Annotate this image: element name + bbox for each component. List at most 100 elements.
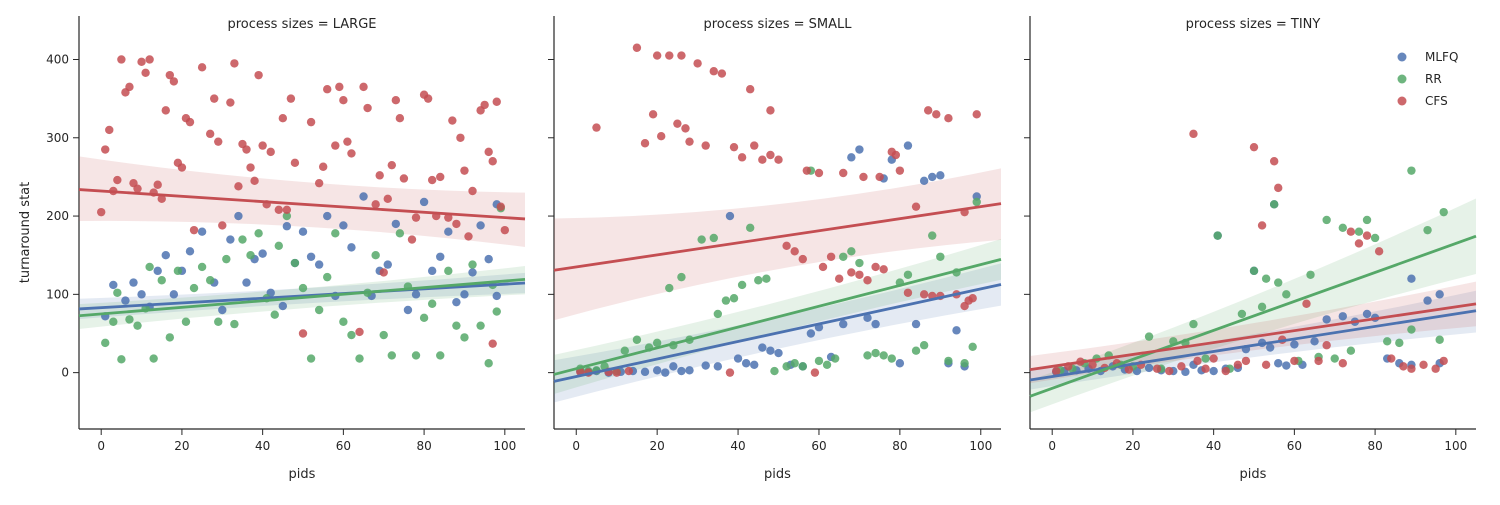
point-cfs: [355, 327, 364, 337]
x-tick-label: 0: [1048, 439, 1056, 453]
point-cfs: [113, 175, 122, 185]
point-rr: [1322, 215, 1331, 225]
point-cfs: [452, 219, 461, 229]
point-mlfq: [109, 280, 118, 290]
point-cfs: [1261, 360, 1271, 370]
x-tick-label: 40: [730, 439, 745, 453]
point-cfs: [448, 116, 457, 125]
point-cfs: [210, 94, 219, 103]
point-cfs: [640, 139, 650, 148]
point-cfs: [592, 123, 601, 132]
point-mlfq: [484, 254, 493, 264]
point-mlfq: [169, 290, 179, 299]
x-tick-label: 20: [1125, 439, 1140, 453]
point-rr: [270, 310, 279, 319]
point-cfs: [258, 141, 267, 150]
point-rr: [1362, 215, 1372, 225]
x-tick-label: 40: [1206, 439, 1221, 453]
x-tick-label: 100: [969, 439, 992, 453]
point-cfs: [782, 241, 791, 251]
point-cfs: [758, 155, 767, 164]
point-cfs: [464, 232, 473, 241]
point-rr: [113, 288, 122, 297]
point-mlfq: [895, 359, 905, 368]
point-mlfq: [129, 278, 138, 287]
point-cfs: [814, 168, 824, 178]
point-rr: [665, 283, 674, 293]
point-rr: [468, 260, 477, 269]
point-cfs: [411, 213, 421, 222]
point-cfs: [444, 213, 453, 222]
point-rr: [887, 354, 896, 363]
point-cfs: [1052, 366, 1061, 376]
point-rr: [133, 321, 142, 330]
legend-label-rr: RR: [1425, 72, 1442, 86]
point-rr: [1249, 266, 1259, 276]
point-rr: [323, 272, 332, 282]
point-mlfq: [741, 359, 751, 368]
point-rr: [436, 351, 445, 360]
x-tick-label: 100: [493, 439, 516, 453]
point-rr: [331, 229, 340, 238]
point-cfs: [1439, 356, 1448, 366]
point-cfs: [387, 160, 397, 170]
point-cfs: [318, 162, 328, 171]
point-mlfq: [314, 260, 324, 269]
point-cfs: [331, 141, 340, 150]
point-rr: [484, 359, 493, 368]
regression-line-mlfq: [78, 281, 526, 311]
point-rr: [972, 197, 981, 207]
y-axis-label: turnaround stat: [18, 182, 33, 283]
point-rr: [1439, 207, 1448, 217]
regression-line-rr: [1029, 234, 1477, 398]
point-mlfq: [806, 329, 816, 338]
point-rr: [197, 262, 207, 272]
point-rr: [214, 317, 223, 326]
point-cfs: [717, 69, 727, 78]
point-cfs: [923, 106, 933, 115]
point-cfs: [427, 175, 437, 185]
point-rr: [1407, 166, 1416, 175]
x-tick-label: 60: [1287, 439, 1302, 453]
point-rr: [1338, 223, 1348, 233]
point-rr: [1269, 200, 1279, 209]
point-cfs: [1165, 366, 1174, 376]
point-cfs: [137, 57, 146, 67]
point-mlfq: [713, 362, 723, 371]
point-cfs: [484, 147, 493, 157]
point-cfs: [306, 117, 316, 127]
point-mlfq: [452, 297, 461, 307]
point-mlfq: [383, 260, 392, 269]
x-axis-label: pids: [289, 467, 316, 482]
point-rr: [782, 362, 791, 371]
point-mlfq: [218, 305, 227, 315]
point-rr: [721, 296, 731, 305]
point-rr: [347, 330, 356, 340]
x-axis-label: pids: [764, 467, 791, 482]
point-mlfq: [1144, 363, 1154, 373]
point-cfs: [1257, 221, 1267, 230]
point-cfs: [652, 51, 662, 60]
point-mlfq: [282, 222, 292, 231]
point-rr: [1213, 231, 1222, 240]
point-rr: [1423, 225, 1432, 235]
point-cfs: [685, 137, 694, 146]
point-cfs: [141, 68, 150, 77]
point-mlfq: [1274, 359, 1283, 368]
point-mlfq: [1290, 340, 1299, 349]
point-rr: [620, 346, 629, 355]
point-cfs: [766, 150, 775, 160]
point-cfs: [165, 70, 175, 80]
point-mlfq: [1209, 366, 1218, 376]
point-mlfq: [121, 296, 130, 305]
point-mlfq: [306, 252, 316, 261]
point-cfs: [226, 98, 235, 107]
point-cfs: [919, 290, 929, 299]
x-tick-label: 80: [892, 439, 907, 453]
point-cfs: [488, 157, 497, 166]
point-mlfq: [137, 290, 146, 299]
point-rr: [713, 309, 723, 319]
point-cfs: [863, 276, 872, 285]
point-rr: [157, 276, 166, 285]
point-cfs: [363, 103, 372, 113]
